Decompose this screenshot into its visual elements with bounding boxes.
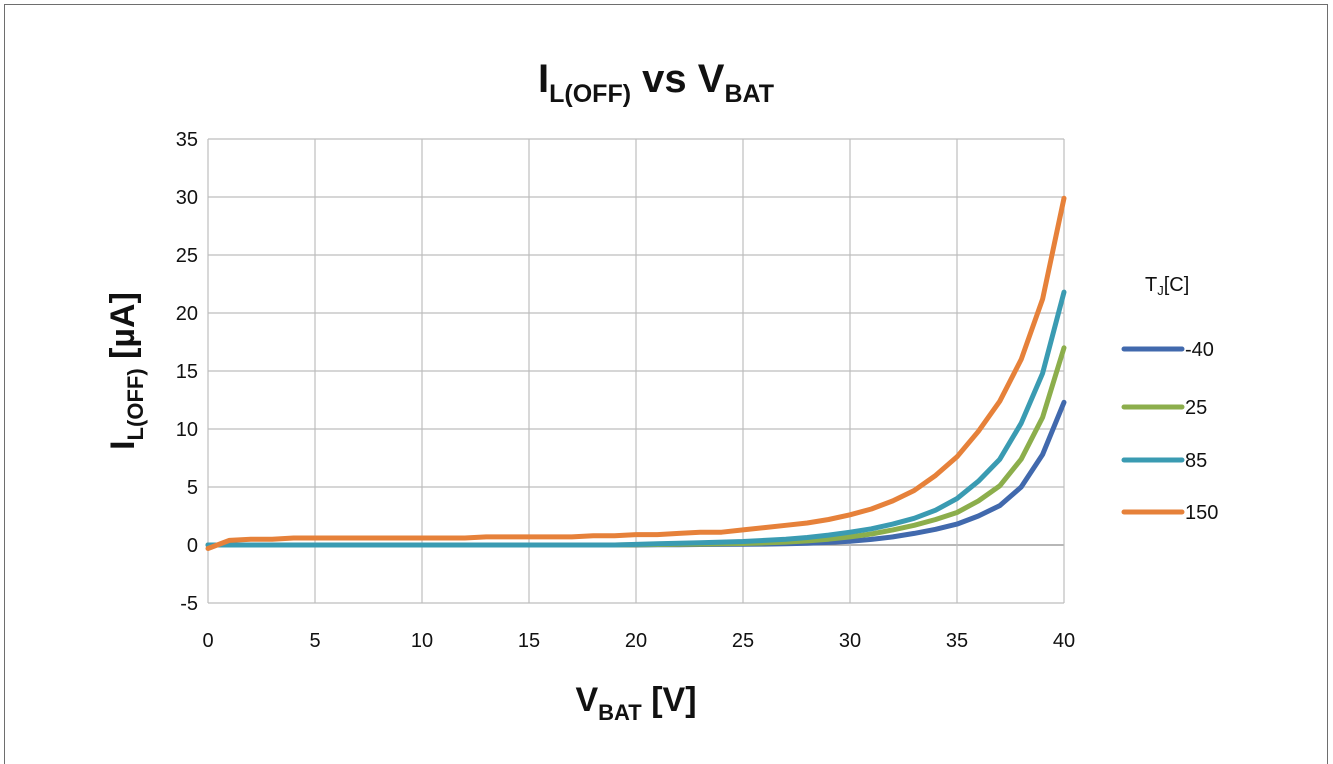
y-tick-label: 20: [176, 303, 198, 325]
x-tick-label: 5: [309, 630, 320, 652]
legend-item: 25: [1121, 397, 1207, 419]
x-tick-label: 10: [411, 630, 433, 652]
x-tick-label: 0: [202, 630, 213, 652]
x-tick-label: 40: [1053, 630, 1075, 652]
y-tick-label: 15: [176, 361, 198, 383]
x-tick-label: 15: [518, 630, 540, 652]
y-tick-label: 0: [187, 535, 198, 557]
y-tick-label: 25: [176, 245, 198, 267]
legend-item: 85: [1121, 450, 1207, 472]
x-tick-label: 35: [946, 630, 968, 652]
legend-label: -40: [1185, 339, 1214, 361]
y-tick-label: 35: [176, 129, 198, 151]
legend-title: TJ[C]: [1145, 274, 1189, 298]
chart-title: IL(OFF) vs VBAT: [538, 57, 774, 108]
y-tick-label: 10: [176, 419, 198, 441]
y-tick-label: 30: [176, 187, 198, 209]
y-tick-label: -5: [180, 593, 198, 615]
x-axis-title: VBAT [V]: [575, 681, 696, 725]
y-tick-label: 5: [187, 477, 198, 499]
legend-label: 25: [1185, 397, 1207, 419]
legend: TJ[C] -40 25 85 150: [1121, 274, 1218, 524]
x-tick-label: 20: [625, 630, 647, 652]
x-tick-label: 25: [732, 630, 754, 652]
series-lines: [205, 195, 1067, 551]
y-axis-title: IL(OFF) [µA]: [104, 292, 148, 450]
series-line-150: [205, 195, 1067, 551]
series-line-85: [205, 289, 1067, 548]
legend-label: 85: [1185, 450, 1207, 472]
x-tick-label: 30: [839, 630, 861, 652]
legend-label: 150: [1185, 502, 1218, 524]
legend-item: 150: [1121, 502, 1218, 524]
legend-item: -40: [1121, 339, 1214, 361]
chart-frame: [4, 4, 1328, 764]
